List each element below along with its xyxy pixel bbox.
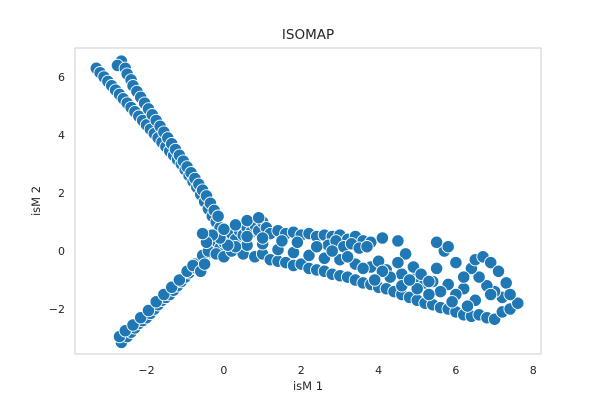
- scatter-point: [360, 240, 374, 254]
- scatter-point: [240, 213, 254, 228]
- scatter-point: [391, 255, 405, 270]
- scatter-point: [141, 303, 156, 318]
- x-tick-label: −2: [138, 364, 154, 377]
- scatter-point: [398, 247, 413, 261]
- scatter-point: [457, 270, 471, 284]
- x-tick-label: 4: [375, 364, 382, 377]
- scatter-point: [499, 276, 513, 290]
- y-tick-label: −2: [49, 303, 65, 316]
- y-tick-label: 0: [58, 245, 65, 258]
- scatter-points: [89, 54, 525, 350]
- scatter-point: [422, 287, 436, 302]
- scatter-point: [211, 209, 225, 223]
- scatter-point: [484, 287, 498, 302]
- x-tick-label: 8: [530, 364, 537, 377]
- scatter-point: [391, 234, 405, 248]
- y-tick-label: 4: [58, 129, 65, 142]
- scatter-point: [460, 299, 475, 313]
- scatter-point: [503, 287, 517, 302]
- scatter-point: [449, 255, 463, 270]
- y-tick-label: 2: [58, 187, 65, 200]
- scatter-point: [325, 244, 339, 258]
- scatter-point: [410, 282, 424, 296]
- x-axis-ticks: −2 0 2 4 6 8: [138, 364, 536, 377]
- scatter-point: [340, 250, 355, 264]
- scatter-point: [511, 296, 525, 310]
- x-tick-label: 6: [452, 364, 459, 377]
- scatter-point: [172, 273, 187, 287]
- scatter-point: [491, 264, 506, 278]
- scatter-point: [290, 235, 305, 249]
- y-axis-ticks: −2 0 2 4 6: [49, 71, 65, 316]
- scatter-point: [240, 229, 254, 244]
- x-axis-label: isM 1: [293, 379, 323, 393]
- scatter-point: [441, 240, 455, 254]
- scatter-point: [429, 235, 444, 249]
- scatter-point: [433, 284, 448, 299]
- chart-title: ISOMAP: [282, 27, 334, 43]
- y-tick-label: 6: [58, 71, 65, 84]
- scatter-point: [356, 261, 370, 276]
- scatter-point: [472, 270, 486, 284]
- x-tick-label: 0: [220, 364, 227, 377]
- scatter-point: [217, 222, 231, 236]
- scatter-point: [302, 248, 316, 263]
- scatter-point: [484, 255, 498, 270]
- scatter-point: [255, 231, 270, 245]
- x-tick-label: 2: [298, 364, 305, 377]
- scatter-point: [197, 257, 212, 271]
- scatter-point: [422, 274, 436, 289]
- scatter-point: [375, 264, 390, 278]
- y-axis-label: isM 2: [29, 186, 43, 216]
- scatter-point: [228, 218, 243, 232]
- scatter-point: [252, 211, 266, 225]
- scatter-point: [310, 240, 324, 254]
- scatter-point: [275, 234, 289, 248]
- scatter-point: [402, 273, 417, 287]
- scatter-point: [368, 273, 382, 287]
- scatter-point: [429, 261, 444, 276]
- scatter-point: [195, 226, 210, 241]
- scatter-point: [445, 295, 459, 309]
- scatter-point: [375, 231, 390, 245]
